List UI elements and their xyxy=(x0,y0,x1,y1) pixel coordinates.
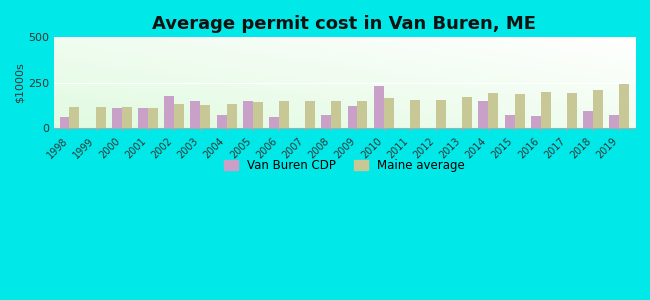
Bar xyxy=(531,116,541,128)
Bar xyxy=(253,102,263,128)
Bar xyxy=(478,101,488,128)
Bar xyxy=(358,101,367,128)
Bar xyxy=(227,104,237,128)
Bar xyxy=(593,90,603,128)
Bar xyxy=(384,98,394,128)
Bar xyxy=(200,105,211,128)
Bar xyxy=(243,101,253,128)
Bar xyxy=(488,93,499,128)
Bar xyxy=(174,104,184,128)
Bar xyxy=(164,97,174,128)
Bar xyxy=(609,115,619,128)
Y-axis label: $1000s: $1000s xyxy=(15,62,25,103)
Bar xyxy=(216,115,227,128)
Bar xyxy=(567,93,577,128)
Bar xyxy=(96,107,105,128)
Bar xyxy=(410,100,420,128)
Bar xyxy=(504,115,515,128)
Bar xyxy=(321,115,332,128)
Bar xyxy=(122,107,132,128)
Title: Average permit cost in Van Buren, ME: Average permit cost in Van Buren, ME xyxy=(152,15,536,33)
Bar xyxy=(148,108,158,128)
Bar xyxy=(619,84,629,128)
Bar xyxy=(112,108,122,128)
Bar xyxy=(515,94,525,128)
Bar xyxy=(583,111,593,128)
Bar xyxy=(374,85,383,128)
Bar xyxy=(190,101,200,128)
Bar xyxy=(279,101,289,128)
Bar xyxy=(332,101,341,128)
Bar xyxy=(436,100,446,128)
Bar xyxy=(541,92,551,128)
Bar xyxy=(462,98,472,128)
Bar xyxy=(138,108,148,128)
Bar xyxy=(269,117,279,128)
Bar xyxy=(60,117,70,128)
Legend: Van Buren CDP, Maine average: Van Buren CDP, Maine average xyxy=(219,154,470,177)
Bar xyxy=(305,101,315,128)
Bar xyxy=(348,106,358,128)
Bar xyxy=(70,107,79,128)
